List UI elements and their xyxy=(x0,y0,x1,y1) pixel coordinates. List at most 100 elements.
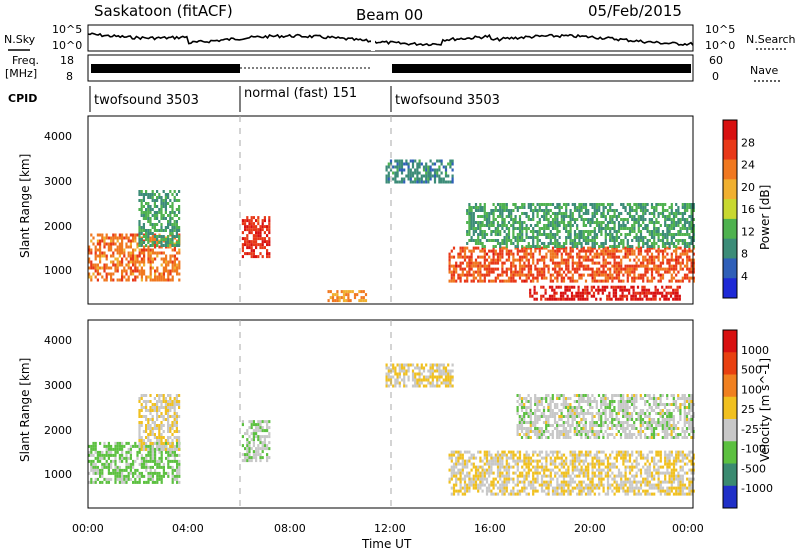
power-cell xyxy=(461,273,464,277)
power-cell xyxy=(121,263,124,267)
velocity-cell xyxy=(468,480,471,484)
velocity-cell xyxy=(477,483,480,487)
power-cell xyxy=(496,273,500,277)
velocity-cell xyxy=(461,492,464,496)
power-cell xyxy=(619,294,622,298)
velocity-cell xyxy=(510,492,513,496)
power-cell xyxy=(136,257,139,261)
power-cell xyxy=(127,251,130,255)
power-cell xyxy=(613,215,616,218)
power-cell xyxy=(151,196,154,199)
velocity-cell xyxy=(648,468,651,472)
velocity-cell xyxy=(118,441,121,445)
velocity-cell xyxy=(567,465,570,469)
power-cell xyxy=(479,242,482,245)
velocity-cell xyxy=(411,363,415,367)
power-cell xyxy=(103,251,106,255)
velocity-cell xyxy=(420,363,423,367)
power-cell xyxy=(494,218,497,221)
power-cell xyxy=(420,177,423,181)
velocity-cell xyxy=(96,477,99,481)
power-cell xyxy=(549,279,552,283)
power-cell xyxy=(268,231,271,235)
power-cell xyxy=(138,269,141,273)
velocity-cell xyxy=(147,400,150,403)
power-cell xyxy=(255,219,258,223)
velocity-cell xyxy=(659,492,662,496)
power-cell xyxy=(94,275,97,279)
velocity-cell xyxy=(488,486,491,490)
power-cell xyxy=(411,159,415,163)
power-cell xyxy=(593,276,596,280)
power-cell xyxy=(252,243,255,247)
velocity-cell xyxy=(442,381,445,385)
power-cell xyxy=(525,230,528,233)
power-cell xyxy=(659,279,662,283)
power-cell xyxy=(628,264,632,268)
power-cell xyxy=(617,227,621,230)
velocity-cell xyxy=(598,486,601,490)
power-cell xyxy=(468,270,471,274)
power-cell xyxy=(642,203,645,206)
power-cell xyxy=(657,245,660,248)
velocity-cell xyxy=(246,441,249,445)
velocity-cell xyxy=(481,459,484,463)
velocity-cell xyxy=(167,403,170,406)
power-cell xyxy=(653,264,656,268)
power-cell xyxy=(156,278,159,282)
power-cell xyxy=(171,263,174,267)
power-cell xyxy=(675,233,678,236)
power-cell xyxy=(507,212,511,215)
velocity-cell xyxy=(534,480,537,484)
power-cell xyxy=(606,227,610,230)
power-cell xyxy=(427,174,430,178)
power-cell xyxy=(666,252,669,256)
power-cell xyxy=(677,218,680,221)
power-cell xyxy=(582,233,585,236)
velocity-cell xyxy=(545,486,548,490)
velocity-cell xyxy=(589,450,592,454)
power-cell xyxy=(261,219,264,223)
power-cell xyxy=(576,242,579,245)
power-cell xyxy=(138,238,141,241)
velocity-cell xyxy=(145,462,148,466)
power-cell xyxy=(690,276,693,280)
power-cell xyxy=(571,261,574,265)
power-cell xyxy=(617,270,621,274)
velocity-cell xyxy=(492,459,495,463)
power-cell xyxy=(589,258,592,262)
power-cell xyxy=(681,258,684,262)
velocity-cell xyxy=(145,403,148,406)
velocity-cell xyxy=(661,489,665,493)
power-cell xyxy=(543,261,546,265)
velocity-cell xyxy=(444,369,448,373)
power-cell xyxy=(547,270,550,274)
velocity-cell xyxy=(156,424,159,427)
velocity-cell xyxy=(414,384,417,388)
velocity-cell xyxy=(562,489,566,493)
power-cell xyxy=(675,212,678,215)
power-cell xyxy=(600,212,603,215)
power-cell xyxy=(485,233,489,236)
velocity-cell xyxy=(620,471,623,475)
power-cell xyxy=(171,266,174,270)
velocity-cell xyxy=(549,483,552,487)
power-cell xyxy=(488,221,491,224)
velocity-cell xyxy=(567,486,570,490)
velocity-cell xyxy=(257,450,260,454)
power-cell xyxy=(160,196,163,199)
power-cell xyxy=(578,276,581,280)
power-cell xyxy=(492,224,495,227)
velocity-cell xyxy=(573,453,577,457)
power-cell xyxy=(94,254,97,258)
velocity-cell xyxy=(565,471,568,475)
velocity-cell xyxy=(149,427,152,430)
velocity-cell xyxy=(518,471,522,475)
power-cell xyxy=(569,230,572,233)
velocity-cell xyxy=(261,441,264,445)
power-cell xyxy=(505,206,508,209)
power-cell xyxy=(160,214,163,217)
power-cell xyxy=(589,233,592,236)
power-cell xyxy=(547,242,550,245)
velocity-cell xyxy=(496,459,500,463)
